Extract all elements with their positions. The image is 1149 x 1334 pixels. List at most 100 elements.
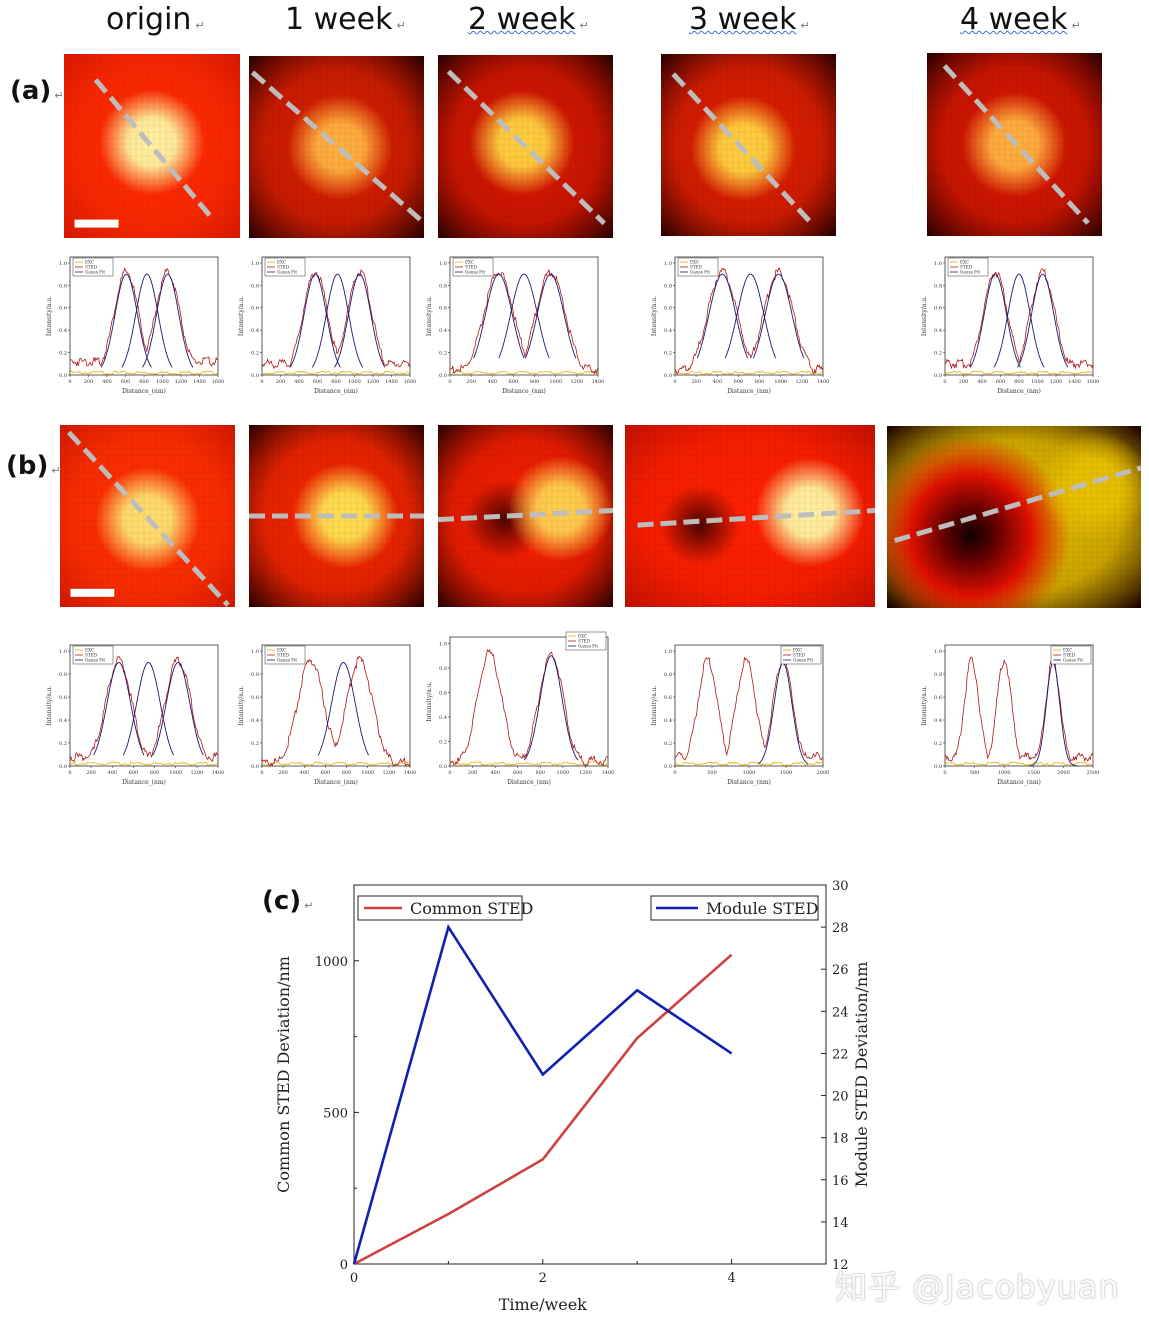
legend-entry: STED	[85, 653, 98, 658]
ytick-label: 0.2	[251, 351, 259, 357]
profile-plot-a-2-week: 0.0 0.2 0.4 0.6 0.8 1.0 0 200 400 600 800 1000 1200 1…	[425, 252, 604, 397]
ytick-label: 1.0	[934, 261, 942, 267]
xtick-label: 1000	[998, 770, 1011, 776]
gauss-fit-curve	[122, 662, 175, 756]
xtick-label: 1000	[348, 379, 361, 385]
xtick-label: 1200	[367, 379, 380, 385]
row-label-b: (b) ↵	[6, 451, 61, 481]
ytick-right-label: 28	[832, 921, 849, 936]
ytick-label: 0.6	[59, 695, 67, 701]
ytick-label: 0.2	[439, 351, 447, 357]
xtick-label: 400	[102, 379, 112, 385]
xtick-label: 1400	[592, 379, 605, 385]
xtick-label: 600	[313, 379, 323, 385]
xtick-label: 1000	[156, 379, 169, 385]
sted-curve	[944, 654, 1094, 763]
legend-entry: STED	[277, 265, 290, 270]
xtick-label: 600	[121, 379, 131, 385]
exc-curve	[69, 370, 219, 375]
gauss-fit-curve	[121, 273, 173, 368]
ytick-right-label: 22	[832, 1047, 849, 1062]
gauss-fit-curve	[100, 273, 152, 368]
legend-entry: EXC	[465, 260, 474, 265]
watermark: 知乎 @Jacobyuan	[835, 1268, 1120, 1306]
ytick-label: 0.0	[251, 373, 259, 379]
ytick-label: 1.0	[664, 261, 672, 267]
chart-svg: 0 2 40500100012141618202224262830Time/week…	[274, 879, 871, 1314]
legend-entry: STED	[277, 653, 290, 658]
gauss-fit-curve	[311, 273, 363, 368]
xtick-label: 1000	[169, 770, 182, 776]
xtick-label: 0	[673, 379, 676, 385]
xtick-label: 1000	[1031, 379, 1044, 385]
legend-entry: Gauss Fit	[277, 658, 297, 663]
xtick-label: 400	[108, 770, 118, 776]
legend-entry: EXC	[960, 260, 969, 265]
xtick-label: 1200	[795, 379, 808, 385]
xtick-label: 1000	[743, 770, 756, 776]
profile-plot-a-origin: 0.0 0.2 0.4 0.6 0.8 1.0 0 200 400 600 800 1000 1200 1…	[45, 252, 224, 397]
sted-curve	[69, 656, 219, 763]
legend-entry: STED	[578, 639, 591, 644]
ytick-label: 0.4	[439, 715, 447, 721]
legend-label-common-sted: Common STED	[410, 899, 533, 918]
ytick-right-label: 26	[832, 963, 849, 978]
ytick-label: 1.0	[934, 649, 942, 655]
xtick-label: 500	[707, 770, 717, 776]
xtick-label: 800	[331, 379, 341, 385]
legend-entry: EXC	[690, 260, 699, 265]
xtick-label: 1500	[1027, 770, 1040, 776]
ytick-label: 0.8	[934, 672, 942, 678]
xtick-label: 1400	[193, 379, 206, 385]
ytick-right-label: 30	[832, 879, 849, 894]
ytick-label: 0.4	[59, 328, 67, 334]
xtick-label: 2000	[1057, 770, 1070, 776]
micrograph-b-4-week	[887, 426, 1141, 608]
legend-entry: Gauss Fit	[465, 270, 485, 275]
legend-entry: STED	[690, 265, 703, 270]
xtick-label: 0	[68, 770, 71, 776]
exc-curve	[261, 761, 411, 766]
gauss-fit-curve	[1017, 273, 1069, 368]
ytick-right-label: 14	[832, 1216, 849, 1231]
xtick-label: 200	[278, 770, 288, 776]
yaxis-label: Intensity/a.u.	[426, 681, 433, 721]
xtick-label: 200	[466, 379, 476, 385]
legend-entry: Gauss Fit	[690, 270, 710, 275]
xtick-label: 0	[673, 770, 676, 776]
legend-entry: EXC	[1063, 648, 1072, 653]
ytick-label: 0.4	[59, 718, 67, 724]
xtick-label: 400	[294, 379, 304, 385]
xtick-label: 800	[1014, 379, 1024, 385]
legend-entry: Gauss Fit	[578, 644, 598, 649]
xtick-label: 1400	[602, 770, 615, 776]
ytick-label: 0.8	[439, 666, 447, 672]
sted-curve	[261, 269, 411, 370]
ytick-label: 0.2	[59, 351, 67, 357]
xtick-label: 600	[321, 770, 331, 776]
ytick-label: 0.0	[439, 764, 447, 770]
xtick-label: 400	[490, 770, 500, 776]
micrograph-a-2-week	[438, 55, 613, 238]
legend-label-module-sted: Module STED	[706, 899, 818, 918]
yaxis-label: Intensity/a.u.	[921, 296, 928, 336]
legend-entry: EXC	[85, 648, 94, 653]
ytick-label: 0.2	[251, 741, 259, 747]
xaxis-label: Distance_(nm)	[122, 779, 166, 786]
ytick-label: 0.0	[59, 764, 67, 770]
legend-entry: Gauss Fit	[85, 270, 105, 275]
sted-curve	[674, 267, 824, 375]
ytick-label: 1.0	[664, 649, 672, 655]
series-line-common-sted	[353, 953, 733, 1266]
ytick-label: 0.8	[59, 283, 67, 289]
xtick-label: 800	[342, 770, 352, 776]
legend-entry: STED	[465, 265, 478, 270]
exc-curve	[449, 761, 609, 766]
xtick-label: 0	[260, 379, 263, 385]
ytick-label: 0.4	[251, 718, 259, 724]
xtick-label: 400	[713, 379, 723, 385]
xtick-label: 1600	[404, 379, 417, 385]
exc-curve	[261, 370, 411, 376]
ytick-label: 0.4	[934, 328, 942, 334]
ytick-label: 0.6	[251, 306, 259, 312]
